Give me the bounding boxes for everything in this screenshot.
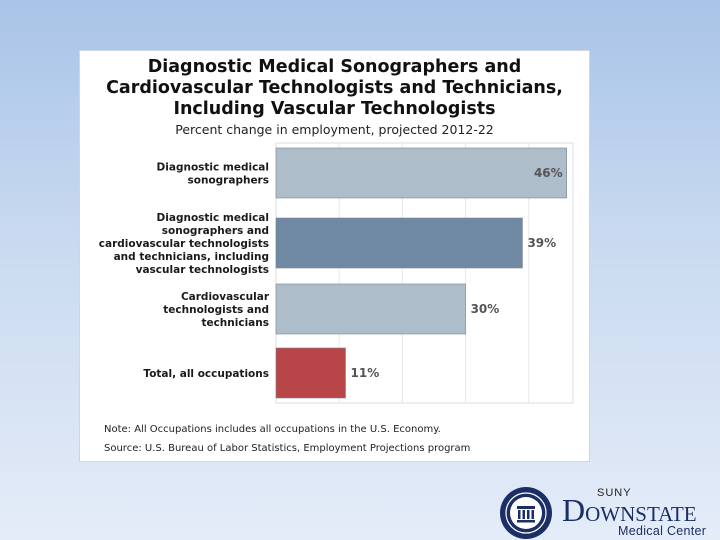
category-label: technicians [201,317,269,329]
chart-note: Note: All Occupations includes all occup… [104,424,441,435]
chart-title-line-1: Diagnostic Medical Sonographers and [147,57,522,77]
category-label: sonographers [188,175,269,187]
category-label: and technicians, including [114,251,269,263]
wordmark-initial: D [562,492,586,528]
chart-subtitle: Percent change in employment, projected … [175,122,494,137]
seal-icon [500,487,552,539]
downstate-logo: SUNY DOWNSTATE Medical Center [498,485,718,540]
category-label: vascular technologists [136,264,269,276]
bar [275,147,567,199]
medical-center-label: Medical Center [618,524,707,538]
bar [275,217,523,269]
bar-value-label: 46% [534,166,563,180]
bar-value-label: 11% [351,366,380,380]
category-label: sonographers and [162,225,269,237]
category-label: Diagnostic medical [157,212,269,224]
bar-value-label: 30% [471,302,500,316]
suny-label: SUNY [597,487,632,499]
category-label: Diagnostic medical [157,162,269,174]
chart-card: Diagnostic Medical Sonographers and Card… [79,50,590,462]
category-label: technologists and [163,304,269,316]
category-label: cardiovascular technologists [99,238,269,250]
downstate-wordmark: DOWNSTATE [562,493,697,531]
category-label: Total, all occupations [143,368,269,380]
chart-title-line-2: Cardiovascular Technologists and Technic… [106,78,563,98]
chart-source: Source: U.S. Bureau of Labor Statistics,… [104,443,471,454]
bar [275,347,346,399]
bar-value-label: 39% [527,236,556,250]
chart-title-line-3: Including Vascular Technologists [173,99,496,119]
category-label: Cardiovascular [181,291,270,303]
wordmark-rest: OWNSTATE [585,502,697,526]
plot-frame [275,142,574,404]
bar [275,283,466,335]
bar-chart: 46%Diagnostic medicalsonographers39%Diag… [99,142,574,404]
